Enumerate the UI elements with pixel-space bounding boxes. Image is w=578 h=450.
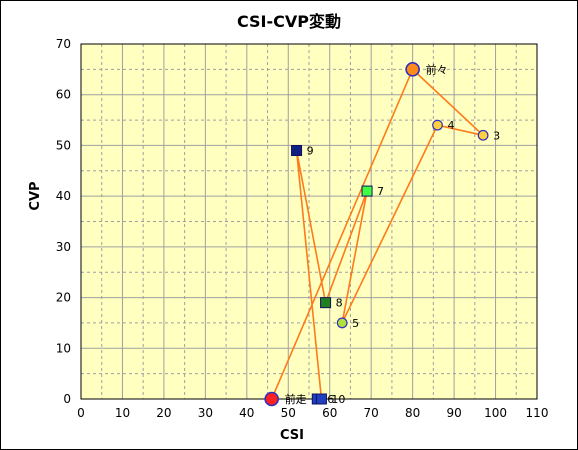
- data-point-label: 9: [307, 145, 314, 158]
- data-point-label: 前々: [426, 62, 448, 76]
- y-tick-label: 0: [63, 392, 71, 406]
- data-point-label: 8: [336, 297, 343, 310]
- data-point-marker: [361, 185, 373, 197]
- data-point-label: 6: [327, 393, 334, 406]
- data-point-label: 4: [448, 119, 455, 132]
- data-point-label: 前走: [285, 392, 307, 406]
- x-tick-label: 90: [446, 406, 461, 420]
- x-tick-label: 70: [364, 406, 379, 420]
- x-tick-label: 10: [115, 406, 130, 420]
- y-tick-label: 60: [56, 88, 71, 102]
- data-point-marker: [405, 62, 420, 77]
- data-point-label: 7: [377, 185, 384, 198]
- x-tick-label: 60: [322, 406, 337, 420]
- x-tick-label: 110: [526, 406, 549, 420]
- y-tick-label: 40: [56, 189, 71, 203]
- chart-title: CSI-CVP変動: [237, 12, 341, 31]
- data-point-marker: [432, 119, 443, 131]
- data-point-label: 3: [493, 129, 500, 142]
- x-tick-label: 20: [156, 406, 171, 420]
- y-tick-label: 30: [56, 240, 71, 254]
- grid-lines: [81, 44, 537, 399]
- data-point-marker: [291, 145, 303, 156]
- y-tick-label: 20: [56, 291, 71, 305]
- y-axis-ticks: 0 10 20 30 40 50 60 70: [56, 37, 71, 406]
- data-point-marker: [320, 297, 332, 309]
- x-axis-ticks: 0 10 20 30 40 50 60 70 80 90 100 110: [77, 406, 548, 420]
- data-point-label: 5: [352, 317, 359, 330]
- x-tick-label: 0: [77, 406, 85, 420]
- y-tick-label: 50: [56, 138, 71, 152]
- data-point-marker: [336, 317, 348, 329]
- y-axis-title: CVP: [28, 181, 43, 210]
- plot-border: [80, 43, 538, 400]
- x-tick-label: 30: [198, 406, 213, 420]
- data-points: [264, 62, 489, 407]
- y-tick-label: 10: [56, 341, 71, 355]
- x-tick-label: 80: [405, 406, 420, 420]
- x-tick-label: 100: [484, 406, 507, 420]
- x-tick-label: 40: [239, 406, 254, 420]
- x-tick-label: 50: [281, 406, 296, 420]
- data-labels: 前走 前々 3 4 5 6 7 8 9 10: [285, 62, 500, 406]
- y-tick-label: 70: [56, 37, 71, 51]
- data-point-marker: [264, 391, 279, 407]
- data-point-marker: [477, 129, 489, 141]
- x-axis-title: CSI: [280, 428, 304, 443]
- data-point-marker: [315, 393, 327, 405]
- data-point-label: 10: [331, 393, 345, 406]
